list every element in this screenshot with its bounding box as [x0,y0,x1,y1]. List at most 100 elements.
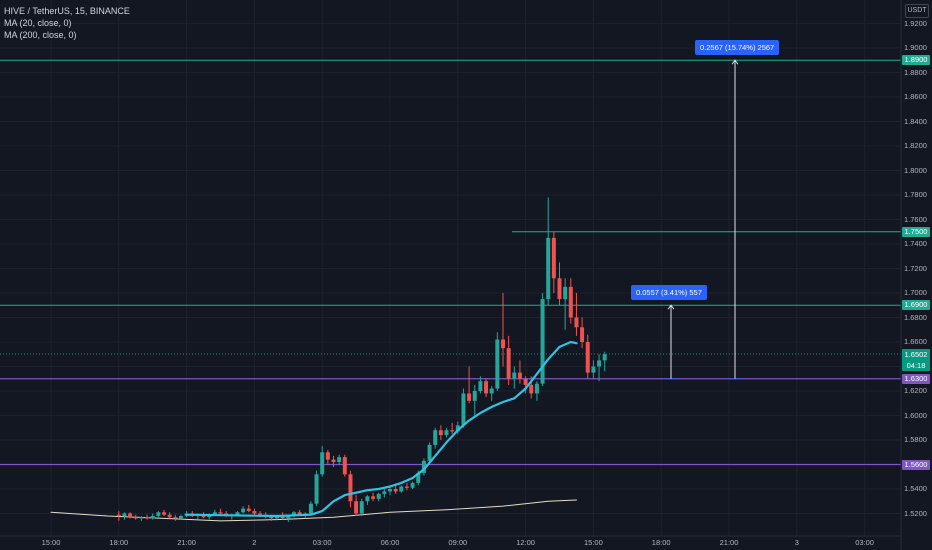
candle-body [534,383,539,394]
candle-body [523,378,528,385]
candle-body [585,342,590,373]
candle-body [156,512,161,516]
time-tick-label: 21:00 [719,538,739,547]
candle-body [427,444,432,461]
candle-body [568,286,573,318]
current-price-countdown: 04:18 [906,361,926,370]
candle-body [501,339,505,349]
candle-body [331,459,336,463]
chart-legend: HIVE / TetherUS, 15, BINANCE MA (20, clo… [4,5,130,41]
candle-body [337,457,342,463]
candle-body [275,515,279,519]
time-tick-label: 2 [252,538,257,547]
candle-body [241,508,246,513]
price-tick-label: 1.7200 [904,263,927,273]
currency-badge[interactable]: USDT [905,4,929,18]
price-tick-label: 1.8200 [904,141,927,150]
candle-body [258,513,263,515]
time-tick-label: 03:00 [312,538,332,547]
candle-body [602,354,607,361]
candle-body [529,384,534,394]
measure-label: 0.2567 (15.74%) 2567 [695,40,780,56]
candle-body [133,517,138,519]
candle-body [376,493,381,499]
candle-body [455,425,460,432]
time-tick-label: 15:00 [41,538,61,547]
ma20-layer [185,340,578,518]
candle-body [162,512,166,515]
candle-body [150,515,155,519]
candle-body [472,391,477,401]
candle-body [308,503,313,514]
candle-body [574,317,579,328]
teal-price-box: 1.7500 [902,226,930,237]
ma20-legend[interactable]: MA (20, close, 0) [4,18,72,28]
candle-body [388,489,392,492]
candle-body [597,360,602,367]
candle-body [269,515,274,519]
candles-layer [116,197,607,523]
candle-body [467,393,472,401]
candle-body [280,515,285,519]
price-lines-layer [0,59,901,466]
current-price-box: 1.6502 04:18 [902,349,930,371]
candle-body [580,327,585,342]
price-tick-label: 1.7400 [904,239,927,248]
candle-body [551,237,556,279]
symbol-title[interactable]: HIVE / TetherUS, 15, BINANCE [4,6,130,16]
candle-body [128,513,133,518]
candle-body [478,381,483,391]
measure-layer [667,59,739,380]
candle-body [495,339,500,389]
price-tick-label: 1.7000 [904,288,927,297]
candle-body [563,286,568,300]
price-tick-label: 1.6200 [904,386,927,395]
measure-arrowhead [731,59,739,65]
ma200-legend[interactable]: MA (200, close, 0) [4,30,77,40]
measure-arrowhead [667,304,675,310]
time-tick-label: 3 [794,538,799,547]
candle-body [410,482,415,488]
candle-body [399,486,404,492]
candle-body [540,299,545,384]
price-tick-label: 1.6800 [904,312,927,322]
candle-body [252,511,257,514]
candle-body [325,452,330,460]
candle-body [450,430,455,432]
candle-body [167,514,172,518]
candle-body [348,474,353,502]
candle-body [382,491,387,494]
candle-body [461,393,466,426]
candle-body [393,489,398,492]
candle-body [359,501,364,514]
measure-label: 0.0557 (3.41%) 557 [631,285,707,301]
candle-body [173,517,178,519]
candle-body [591,366,596,373]
time-tick-label: 18:00 [651,538,671,547]
candle-body [212,512,217,515]
candle-body [122,513,127,516]
time-tick-label: 12:00 [516,538,535,547]
candle-body [546,237,551,300]
price-tick-label: 1.9200 [904,18,927,28]
purple-price-box: 1.6300 [902,373,930,384]
time-tick-label: 21:00 [177,538,196,547]
price-tick-label: 1.8800 [904,67,927,77]
candle-body [291,512,296,516]
time-tick-label: 15:00 [584,538,603,547]
candle-body [116,514,121,516]
price-tick-label: 1.8600 [904,92,927,101]
time-tick-label: 03:00 [855,538,874,547]
candle-body [484,381,489,394]
candle-body [342,457,347,475]
teal-price-box: 1.8900 [902,55,930,66]
candle-body [438,430,443,436]
candle-body [235,512,240,515]
candle-body [297,512,302,515]
candle-body [506,348,511,379]
candle-body [512,372,517,379]
price-tick-label: 1.5400 [904,484,927,493]
price-tick-label: 1.9000 [904,43,927,52]
